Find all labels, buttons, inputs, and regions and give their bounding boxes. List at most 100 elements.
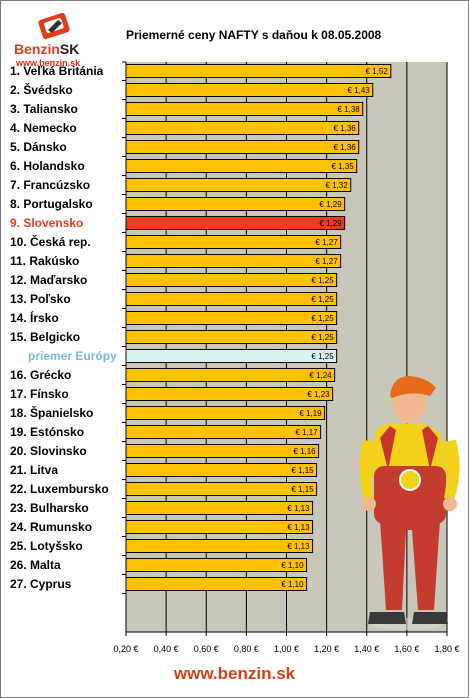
footer-url: www.benzin.sk xyxy=(173,664,296,683)
bar-value-label: € 1,25 xyxy=(311,352,334,361)
bar-value-label: € 1,25 xyxy=(311,276,334,285)
bar-value-label: € 1,52 xyxy=(366,67,389,76)
bar xyxy=(125,577,308,591)
bar xyxy=(125,520,314,534)
fuel-nozzle-icon xyxy=(38,12,70,40)
bar xyxy=(125,216,346,230)
x-tick-label: 1,40 € xyxy=(354,644,379,654)
bar-value-label: € 1,10 xyxy=(281,561,304,570)
category-label: 3. Taliansko xyxy=(10,102,78,116)
bar-value-label: € 1,29 xyxy=(319,219,342,228)
category-label: 15. Belgicko xyxy=(10,330,80,344)
category-label: 12. Maďarsko xyxy=(10,273,87,287)
bar xyxy=(125,292,338,306)
bar-value-label: € 1,13 xyxy=(287,504,310,513)
category-label: 17. Fínsko xyxy=(10,387,69,401)
bar-value-label: € 1,36 xyxy=(333,124,356,133)
x-tick-label: 1,80 € xyxy=(434,644,459,654)
category-label: priemer Európy xyxy=(28,349,117,363)
bar-value-label: € 1,19 xyxy=(299,409,322,418)
bar-value-label: € 1,24 xyxy=(309,371,332,380)
mechanic-mascot-illustration xyxy=(359,376,460,630)
bar-value-label: € 1,38 xyxy=(337,105,360,114)
bar-value-label: € 1,25 xyxy=(311,295,334,304)
bar xyxy=(125,159,358,173)
category-label: 14. Írsko xyxy=(10,310,59,325)
category-label: 23. Bulharsko xyxy=(10,501,89,515)
category-label: 7. Francúzsko xyxy=(10,178,90,192)
category-label: 27. Cyprus xyxy=(10,577,72,591)
category-label: 6. Holandsko xyxy=(10,159,85,173)
bar-value-label: € 1,27 xyxy=(315,238,338,247)
category-label: 5. Dánsko xyxy=(10,140,67,154)
bar xyxy=(125,387,334,401)
x-tick-label: 1,20 € xyxy=(314,644,339,654)
category-label: 26. Malta xyxy=(10,558,61,572)
bar xyxy=(125,482,318,496)
bar-value-label: € 1,15 xyxy=(291,485,314,494)
bar xyxy=(125,197,346,211)
x-tick-label: 0,80 € xyxy=(234,644,259,654)
x-tick-label: 1,60 € xyxy=(394,644,419,654)
x-tick-label: 0,40 € xyxy=(154,644,179,654)
bar xyxy=(125,140,360,154)
bar xyxy=(125,425,322,439)
category-label: 8. Portugalsko xyxy=(10,197,93,211)
bar xyxy=(125,406,326,420)
category-label: 10. Česká rep. xyxy=(10,234,91,249)
category-label: 20. Slovinsko xyxy=(10,444,87,458)
bar xyxy=(125,501,314,515)
category-label: 21. Litva xyxy=(10,463,58,477)
category-label: 11. Rakúsko xyxy=(10,254,79,268)
category-label: 1. Veľká Británia xyxy=(10,64,104,78)
category-label: 24. Rumunsko xyxy=(10,520,92,534)
bar-value-label: € 1,25 xyxy=(311,333,334,342)
bar xyxy=(125,558,308,572)
category-label: 4. Nemecko xyxy=(10,121,77,135)
bar xyxy=(125,463,318,477)
bar-value-label: € 1,32 xyxy=(325,181,348,190)
bar xyxy=(125,330,338,344)
bar-value-label: € 1,25 xyxy=(311,314,334,323)
bar xyxy=(125,539,314,553)
bar-value-label: € 1,13 xyxy=(287,523,310,532)
logo-url: www.benzin.sk xyxy=(16,58,81,68)
bar-value-label: € 1,17 xyxy=(295,428,318,437)
category-label: 9. Slovensko xyxy=(10,216,83,230)
bar-value-label: € 1,15 xyxy=(291,466,314,475)
bar xyxy=(125,311,338,325)
bar xyxy=(125,121,360,135)
bar xyxy=(125,273,338,287)
category-label: 13. Poľsko xyxy=(10,292,71,306)
bar xyxy=(125,444,320,458)
bar xyxy=(125,349,338,363)
category-label: 25. Lotyšsko xyxy=(10,539,83,553)
bar-value-label: € 1,16 xyxy=(293,447,316,456)
bar-value-label: € 1,13 xyxy=(287,542,310,551)
category-label: 22. Luxembursko xyxy=(10,482,109,496)
bar-value-label: € 1,35 xyxy=(331,162,354,171)
category-label: 18. Španielsko xyxy=(10,405,93,420)
x-tick-label: 0,60 € xyxy=(194,644,219,654)
bar xyxy=(125,235,342,249)
logo-brand: BenzinSK xyxy=(14,41,80,57)
bar xyxy=(125,178,352,192)
category-label: 19. Estónsko xyxy=(10,425,84,439)
bar-value-label: € 1,29 xyxy=(319,200,342,209)
x-tick-label: 0,20 € xyxy=(113,644,138,654)
bar-value-label: € 1,23 xyxy=(307,390,330,399)
bar-value-label: € 1,36 xyxy=(333,143,356,152)
bar xyxy=(125,83,374,97)
benzin-logo: BenzinSK www.benzin.sk xyxy=(14,12,92,72)
bar xyxy=(125,368,336,382)
bar-value-label: € 1,43 xyxy=(348,86,371,95)
bar-value-label: € 1,10 xyxy=(281,580,304,589)
bar xyxy=(125,254,342,268)
category-label: 16. Grécko xyxy=(10,368,71,382)
chart-title: Priemerné ceny NAFTY s daňou k 08.05.200… xyxy=(126,28,382,42)
bar-value-label: € 1,27 xyxy=(315,257,338,266)
bar xyxy=(125,102,364,116)
bar xyxy=(125,64,392,78)
category-label: 2. Švédsko xyxy=(10,82,73,97)
